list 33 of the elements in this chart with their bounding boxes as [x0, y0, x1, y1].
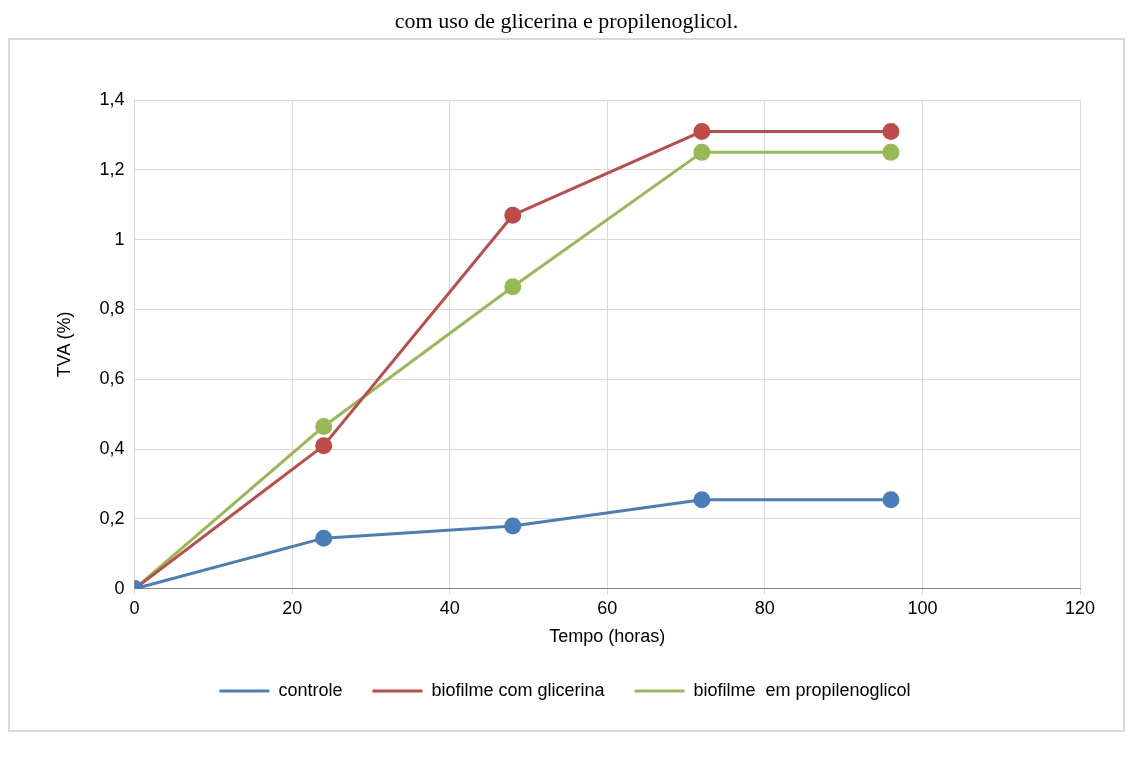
point	[693, 122, 711, 140]
x-tick-label: 80	[754, 597, 775, 618]
x-tick-label: 60	[597, 597, 618, 618]
point	[315, 417, 333, 435]
y-tick-label: 0,6	[99, 368, 125, 389]
point	[315, 529, 333, 547]
x-tick-label: 100	[907, 597, 938, 618]
point	[504, 278, 522, 296]
x-tick-label: 120	[1064, 597, 1096, 618]
x-axis-title: Tempo (horas)	[549, 626, 666, 647]
chart-title: com uso de glicerina e propilenoglicol.	[393, 8, 740, 35]
x-tick-label: 40	[439, 597, 460, 618]
y-tick-label: 1,4	[99, 88, 125, 109]
y-tick-label: 1,2	[99, 158, 125, 179]
point	[315, 437, 333, 455]
y-tick-label: 0,4	[99, 438, 125, 459]
point	[693, 143, 711, 161]
legend-label: biofilme em propilenoglicol	[693, 679, 911, 700]
y-tick-label: 0	[114, 577, 125, 598]
y-tick-label: 0,8	[99, 298, 125, 319]
point	[504, 206, 522, 224]
y-axis-title: TVA (%)	[53, 311, 74, 378]
x-tick-label: 20	[282, 597, 303, 618]
legend-label: controle	[278, 679, 343, 700]
legend-label: biofilme com glicerina	[431, 679, 606, 700]
point	[882, 491, 900, 509]
point	[693, 491, 711, 509]
y-tick-label: 0,2	[99, 507, 125, 528]
point	[882, 143, 900, 161]
y-tick-label: 1	[114, 228, 125, 249]
x-tick-label: 0	[129, 597, 140, 618]
point	[882, 122, 900, 140]
point	[504, 517, 522, 535]
